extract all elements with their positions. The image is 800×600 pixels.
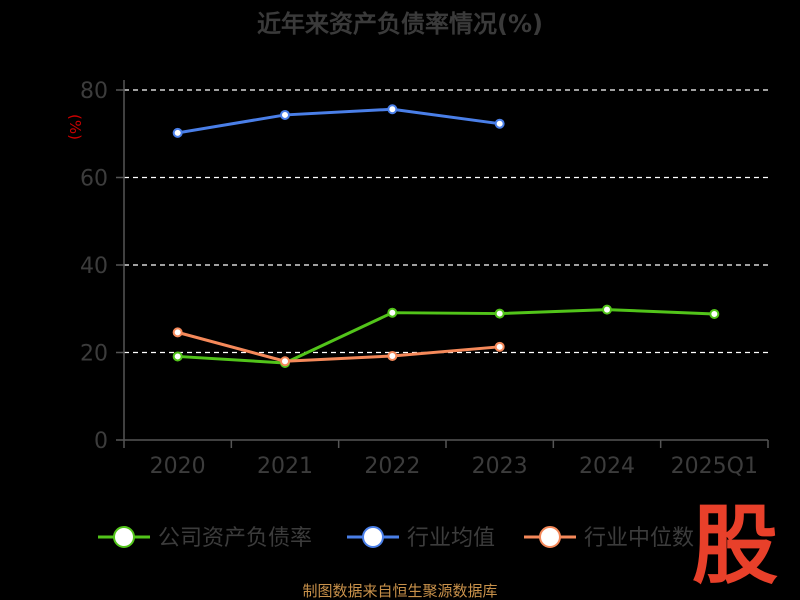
series-line-1 <box>177 107 500 135</box>
legend-marker-0 <box>113 526 135 548</box>
x-tick-label-2025Q1: 2025Q1 <box>671 454 758 479</box>
x-tick-labels: 2020 2021 2022 2023 2024 2025Q1 <box>150 454 758 479</box>
series-group <box>172 104 720 368</box>
logo-mark: 股 <box>692 496 778 596</box>
data-point-0-2025Q1 <box>709 309 720 319</box>
legend-label-1: 行业均值 <box>407 526 495 551</box>
data-point-1-2020 <box>172 127 183 138</box>
y-axis-label: (%) <box>66 114 84 140</box>
legend-marker-1 <box>362 526 384 548</box>
data-point-0-2023 <box>494 308 505 319</box>
y-tick-label-0: 0 <box>94 429 108 454</box>
data-point-2-2023 <box>494 341 505 352</box>
y-tick-label-80: 80 <box>80 79 108 104</box>
data-point-0-2024 <box>602 304 612 315</box>
x-tick-label-2024: 2024 <box>579 454 635 479</box>
y-tick-label-40: 40 <box>80 254 108 279</box>
data-point-0-2020 <box>172 351 183 362</box>
data-point-1-2022 <box>387 104 398 115</box>
y-tick-label-60: 60 <box>80 167 108 192</box>
data-point-0-2022 <box>387 307 398 318</box>
legend: 公司资产负债率 行业均值 行业中位数 <box>98 526 694 551</box>
x-tick-label-2021: 2021 <box>257 454 313 479</box>
series-line-0 <box>177 308 715 365</box>
source-note: 制图数据来自恒生聚源数据库 <box>302 582 497 600</box>
data-point-1-2023 <box>494 118 505 129</box>
legend-marker-2 <box>539 526 561 548</box>
data-point-2-2022 <box>387 351 398 361</box>
data-point-2-2020 <box>172 327 183 338</box>
y-tick-label-20: 20 <box>80 342 108 367</box>
x-tick-label-2020: 2020 <box>150 454 206 479</box>
y-tick-labels: 0 20 40 60 80 <box>80 79 108 454</box>
legend-label-2: 行业中位数 <box>584 526 694 551</box>
chart-title: 近年来资产负债率情况(%) <box>257 10 543 38</box>
series-line-2 <box>177 330 500 363</box>
data-point-2-2021 <box>280 356 290 367</box>
data-point-1-2021 <box>280 109 290 120</box>
legend-label-0: 公司资产负债率 <box>158 526 312 551</box>
x-tick-label-2022: 2022 <box>364 454 420 479</box>
x-tick-label-2023: 2023 <box>472 454 528 479</box>
axes <box>116 80 769 448</box>
